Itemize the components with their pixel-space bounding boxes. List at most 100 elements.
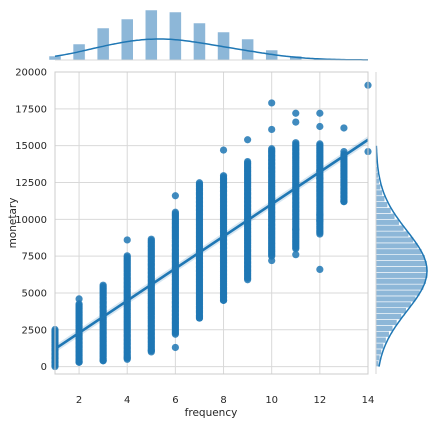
- data-point: [219, 290, 228, 299]
- x-tick-label: 2: [76, 395, 82, 406]
- x-tick-label: 14: [362, 395, 375, 406]
- right-histogram-bar: [375, 319, 398, 326]
- data-point: [171, 208, 179, 216]
- y-tick-label: 12500: [15, 178, 47, 189]
- top-histogram-bar: [169, 11, 182, 61]
- data-point: [244, 136, 252, 144]
- right-histogram-bar: [375, 342, 384, 350]
- y-tick-labels: 0 2500 5000 7500 10000 12500 15000 17500 20000: [15, 68, 47, 374]
- data-point: [147, 235, 155, 243]
- x-tick-labels: 2 4 6 8 10 12 14: [76, 395, 374, 406]
- right-histogram-bar: [375, 307, 407, 314]
- right-histogram-bar: [375, 272, 428, 279]
- right-histogram-bar: [375, 336, 387, 344]
- top-marginal-histogram: [48, 9, 368, 61]
- data-point: [268, 99, 276, 107]
- right-histogram-bar: [375, 325, 394, 332]
- x-tick-label: 8: [220, 395, 226, 406]
- data-point: [75, 295, 83, 303]
- data-point: [340, 198, 348, 206]
- data-point: [268, 125, 276, 134]
- right-histogram-bar: [375, 248, 423, 255]
- top-histogram-bar: [48, 55, 62, 61]
- data-point: [219, 172, 228, 180]
- right-histogram-bar: [375, 201, 388, 208]
- y-tick-label: 2500: [22, 325, 47, 336]
- data-point: [147, 346, 155, 355]
- data-point: [195, 179, 204, 187]
- right-histogram-bar: [375, 224, 405, 232]
- y-tick-label: 5000: [22, 288, 47, 299]
- data-point: [316, 174, 324, 182]
- x-axis-label: frequency: [185, 407, 238, 419]
- data-point: [123, 236, 131, 244]
- right-histogram-bar: [375, 277, 427, 285]
- right-histogram-bar: [375, 177, 380, 185]
- right-histogram-bar: [375, 236, 414, 244]
- right-histogram-bar: [375, 266, 429, 273]
- data-point: [75, 300, 83, 308]
- data-point: [268, 256, 276, 265]
- right-histogram-bar: [375, 330, 390, 338]
- top-histogram-bar: [120, 18, 134, 61]
- right-kde-curve: [375, 145, 428, 367]
- right-histogram-bar: [375, 230, 410, 238]
- right-histogram-bar: [375, 213, 396, 220]
- data-point: [171, 343, 179, 352]
- right-histogram-bar: [375, 283, 424, 291]
- right-histogram-bar: [375, 207, 392, 214]
- data-point: [244, 276, 252, 284]
- top-kde-curve: [54, 38, 368, 61]
- data-point: [292, 118, 300, 126]
- scatter-points: [51, 81, 372, 371]
- top-histogram-bar: [96, 27, 110, 61]
- data-point: [316, 265, 324, 274]
- data-point: [340, 124, 348, 132]
- right-histogram-bar: [375, 348, 382, 356]
- data-point: [292, 109, 300, 117]
- y-tick-label: 20000: [15, 68, 47, 79]
- data-point: [292, 139, 300, 147]
- right-histogram-bar: [375, 242, 419, 250]
- y-axis-label: monetary: [7, 198, 19, 249]
- main-plot-frame: [54, 71, 369, 375]
- data-point: [316, 211, 324, 219]
- y-tick-label: 0: [41, 362, 47, 373]
- data-point: [123, 252, 131, 260]
- data-point: [219, 146, 228, 154]
- data-point: [195, 314, 204, 322]
- y-tick-label: 10000: [15, 215, 47, 226]
- x-tick-label: 12: [313, 395, 326, 406]
- right-histogram-bar: [375, 301, 412, 309]
- right-histogram-bar: [375, 354, 381, 362]
- right-histogram-bar: [375, 289, 421, 297]
- data-point: [292, 226, 300, 234]
- top-histogram-bar: [145, 9, 158, 61]
- data-point: [99, 281, 107, 289]
- x-tick-label: 6: [172, 395, 178, 406]
- right-histogram-bar: [375, 189, 383, 197]
- data-point: [316, 140, 324, 148]
- right-histogram-bar: [375, 195, 386, 202]
- right-marginal-histogram: [375, 72, 429, 374]
- x-tick-label: 4: [124, 395, 130, 406]
- x-tick-label: 10: [265, 395, 278, 406]
- regression-line-path: [54, 138, 369, 351]
- y-tick-label: 15000: [15, 141, 47, 152]
- data-point: [268, 145, 276, 153]
- data-point: [292, 251, 300, 259]
- data-point: [171, 192, 179, 200]
- right-histogram-bar: [375, 360, 380, 367]
- regression-line: [54, 136, 369, 353]
- data-point: [316, 109, 324, 117]
- data-point: [316, 217, 324, 225]
- right-histogram-bar: [375, 219, 400, 226]
- data-point: [99, 357, 107, 365]
- data-point: [123, 354, 131, 362]
- data-point: [316, 122, 324, 131]
- y-tick-label: 17500: [15, 104, 47, 115]
- y-tick-label: 7500: [22, 252, 47, 263]
- data-point: [75, 358, 83, 366]
- right-histogram-bar: [375, 260, 428, 267]
